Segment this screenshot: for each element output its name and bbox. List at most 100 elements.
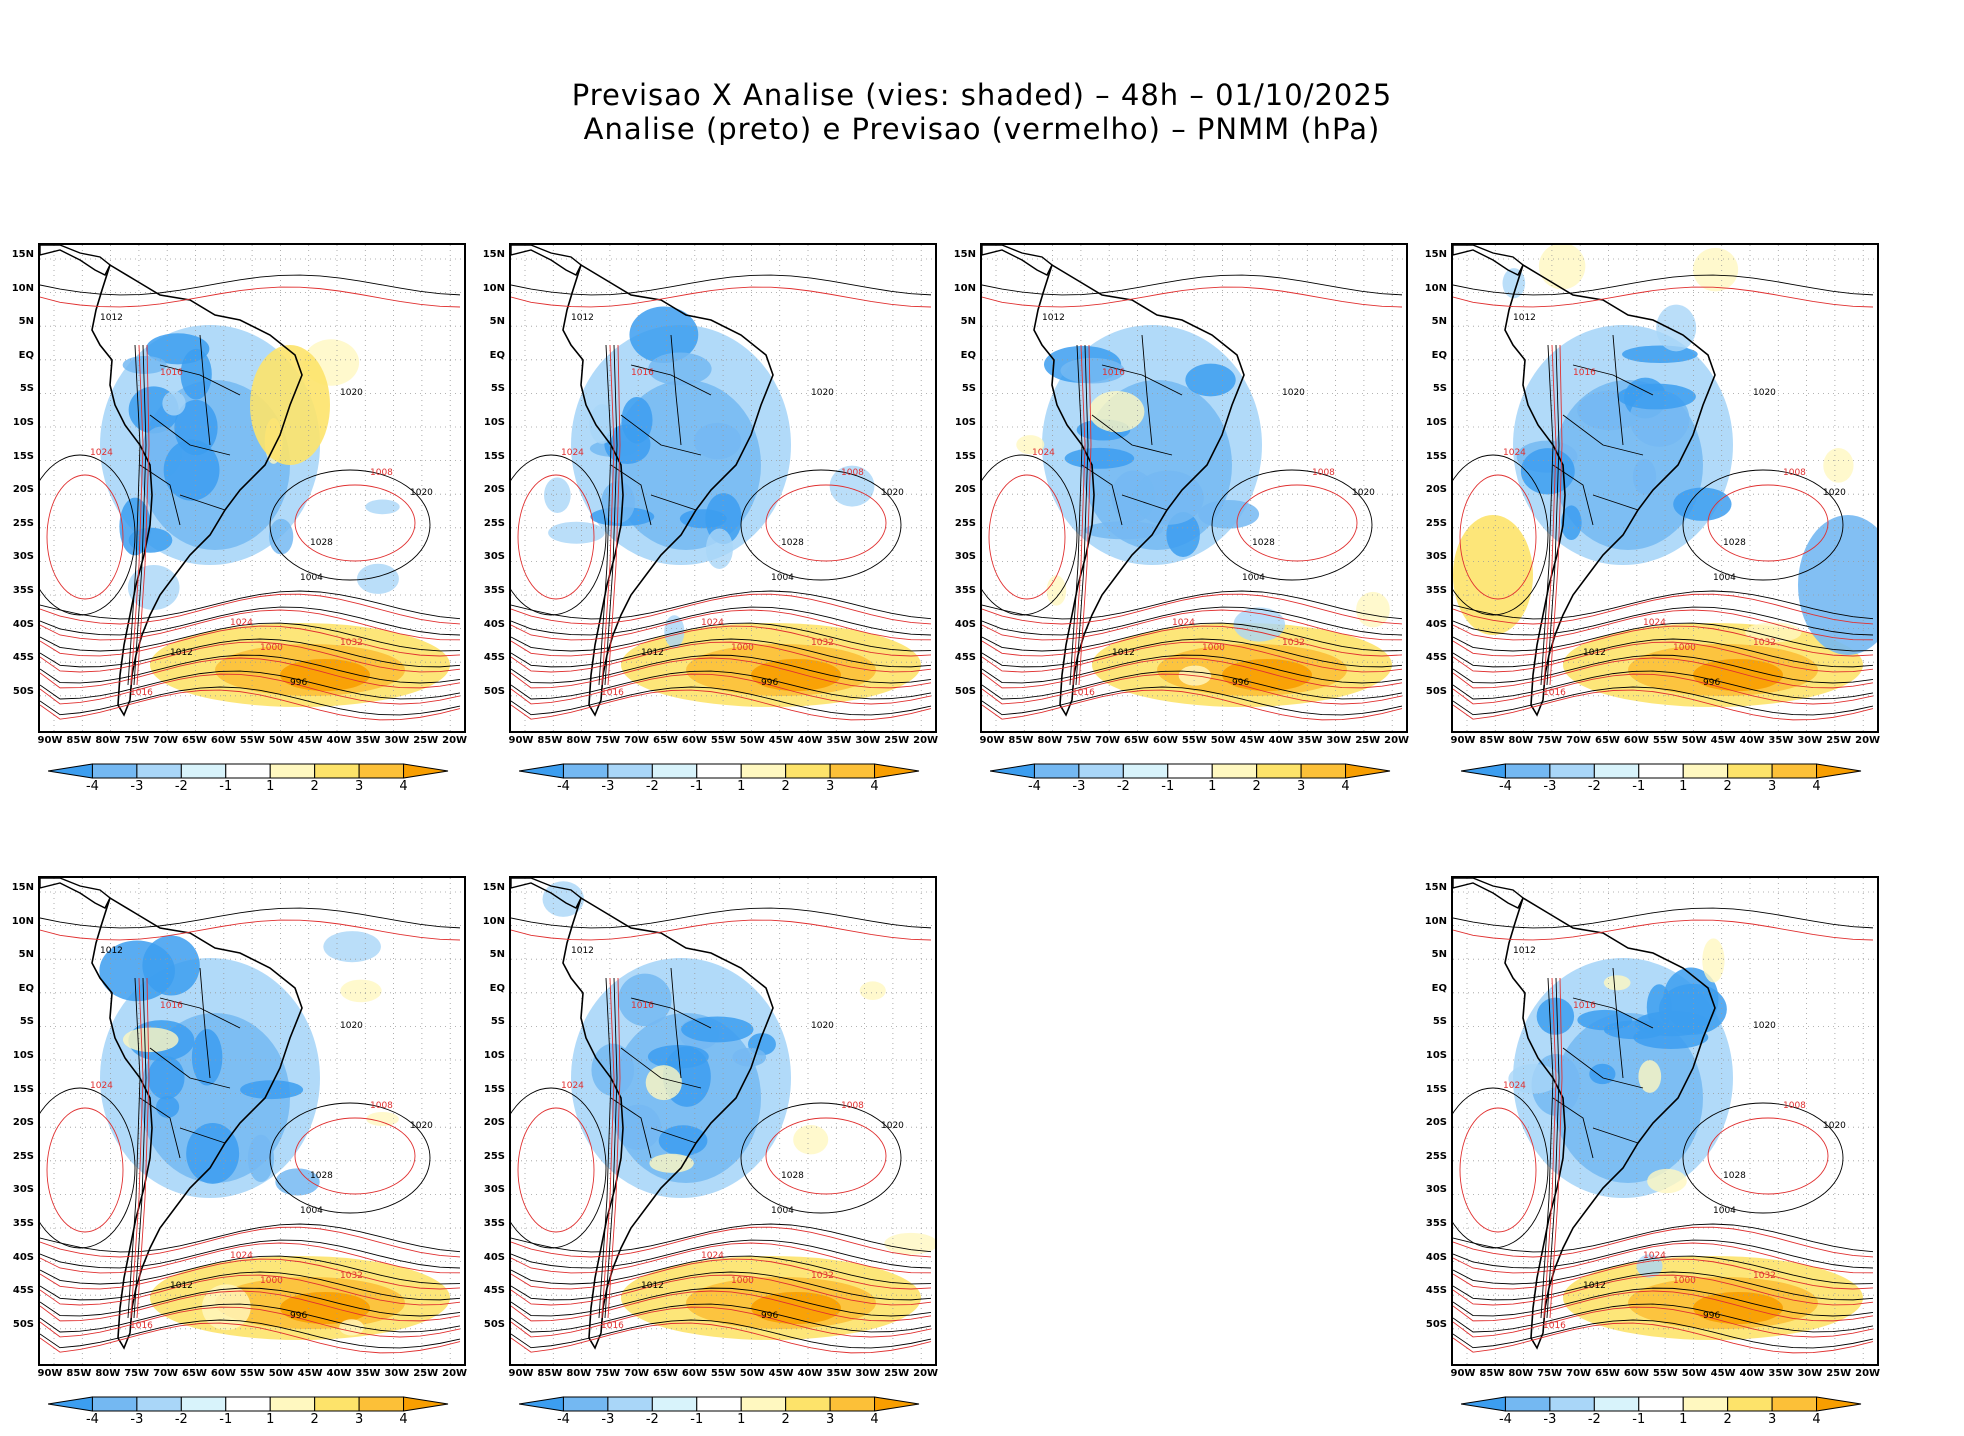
lon-label: 35W [826, 735, 852, 746]
lat-label: 15N [953, 249, 976, 260]
lon-label: 20W [913, 735, 939, 746]
colorbar [519, 763, 920, 779]
map-panel-gfs: 1012 1016 1020 1024 1028 1008 1004 1000 996 1032 1… [509, 243, 937, 733]
lon-label: 85W [1479, 735, 1505, 746]
svg-text:996: 996 [290, 678, 307, 688]
lon-label: 35W [355, 735, 381, 746]
colorbar-tick: 2 [310, 779, 319, 794]
colorbar-tick: 4 [870, 779, 879, 794]
colorbar-tick: -4 [1027, 779, 1041, 794]
lon-label: 90W [1450, 735, 1476, 746]
svg-text:1012: 1012 [100, 946, 123, 956]
lat-label: 20S [12, 1117, 34, 1129]
map-canvas: 1012 1016 1020 1024 1028 1008 1004 1000 996 1032 1… [511, 878, 935, 1364]
lat-label: 10N [482, 915, 505, 927]
colorbar-tick: -4 [85, 779, 99, 794]
map-panel-mpas: 1012 1016 1020 1024 1028 1008 1004 1000 996 1032 1… [980, 243, 1408, 733]
lat-label: 10S [483, 1050, 505, 1061]
country-borders [139, 967, 241, 1159]
lon-label: 65W [653, 735, 678, 746]
isobars [40, 274, 461, 721]
lat-label: 50S [1425, 1318, 1447, 1330]
svg-text:1012: 1012 [170, 648, 193, 658]
lat-label: 5S [19, 1016, 34, 1028]
svg-text:1020: 1020 [881, 488, 904, 498]
svg-text:1012: 1012 [641, 1281, 664, 1291]
svg-text:996: 996 [290, 1311, 307, 1321]
lat-label: 45S [1425, 652, 1447, 664]
lat-label: 15S [12, 1083, 34, 1095]
colorbar-tick: 4 [870, 1412, 879, 1427]
lon-label: 70W [624, 735, 650, 746]
colorbar-tick: 4 [399, 779, 408, 794]
svg-text:1016: 1016 [601, 1321, 624, 1331]
svg-text:1020: 1020 [881, 1121, 904, 1131]
lat-label: 15S [12, 450, 34, 462]
country-borders [1552, 967, 1654, 1159]
colorbar-tick: -2 [1587, 1412, 1601, 1427]
svg-text:1008: 1008 [1783, 1101, 1806, 1111]
lon-label: 50W [739, 1368, 765, 1379]
svg-text:1008: 1008 [841, 1101, 864, 1111]
lat-label: 50S [12, 1318, 34, 1330]
lon-label: 50W [268, 1368, 294, 1379]
lat-label: EQ [18, 982, 34, 994]
isobar-labels: 1012 1016 1020 1024 1028 1008 1004 1000 996 1032 1… [90, 946, 433, 1331]
svg-text:1000: 1000 [260, 1276, 283, 1286]
colorbar-tick: -1 [690, 779, 704, 794]
lat-label: 20S [483, 484, 505, 496]
lon-label: 35W [1297, 735, 1323, 746]
lat-label: 50S [954, 685, 976, 697]
lat-label: 5S [1432, 1016, 1447, 1028]
svg-text:1016: 1016 [130, 688, 153, 698]
lon-label: 90W [508, 1368, 534, 1379]
lat-label: 10N [1424, 282, 1447, 294]
lat-label: 20S [1425, 484, 1447, 496]
lon-label: 55W [239, 735, 265, 746]
lon-label: 20W [1855, 1368, 1881, 1379]
svg-text:1024: 1024 [561, 448, 584, 458]
colorbar-tick: 3 [825, 1412, 835, 1427]
colorbar-tick: -2 [645, 779, 659, 794]
svg-text:1020: 1020 [811, 388, 834, 398]
lon-label: 70W [624, 1368, 650, 1379]
lat-label: 15S [1425, 1083, 1447, 1095]
lon-label: 90W [508, 735, 534, 746]
svg-text:1016: 1016 [1573, 1001, 1596, 1011]
svg-text:1024: 1024 [90, 448, 113, 458]
lat-label: 5S [490, 1016, 505, 1028]
isobars [982, 274, 1403, 721]
lat-label: 50S [1425, 685, 1447, 697]
lat-label: 40S [483, 1251, 505, 1263]
lon-label: 70W [153, 1368, 179, 1379]
lat-label: 35S [483, 1218, 505, 1229]
svg-text:1028: 1028 [781, 538, 804, 548]
colorbar-tick: -1 [219, 1412, 233, 1427]
lat-label: 5N [1431, 949, 1447, 961]
isobars [511, 274, 932, 721]
colorbar-tick: 4 [1812, 779, 1821, 794]
svg-text:1032: 1032 [1753, 638, 1776, 648]
colorbar-tick: -1 [1632, 779, 1646, 794]
svg-text:1024: 1024 [230, 618, 253, 628]
isobars [40, 907, 461, 1354]
lon-label: 30W [1797, 735, 1823, 746]
colorbar-tick: 2 [781, 779, 790, 794]
lon-label: 35W [1768, 735, 1794, 746]
svg-text:1012: 1012 [641, 648, 664, 658]
lat-label: 15N [11, 249, 34, 260]
svg-text:1016: 1016 [160, 368, 183, 378]
lat-label: 30S [1425, 551, 1447, 563]
lat-label: 45S [483, 1285, 505, 1297]
lat-label: 10S [12, 1050, 34, 1061]
lat-label: 15N [1424, 882, 1447, 893]
map-canvas: 1012 1016 1020 1024 1028 1008 1004 1000 996 1032 1… [1453, 878, 1877, 1364]
colorbar-tick: 3 [1767, 1412, 1777, 1427]
central-america-outline [511, 245, 582, 276]
lat-label: 5N [489, 316, 505, 328]
lat-label: 5S [19, 383, 34, 395]
colorbar [519, 1396, 920, 1412]
colorbar-tick: -2 [1587, 779, 1601, 794]
bias-shading [542, 881, 935, 1340]
lat-label: 35S [1425, 1218, 1447, 1229]
